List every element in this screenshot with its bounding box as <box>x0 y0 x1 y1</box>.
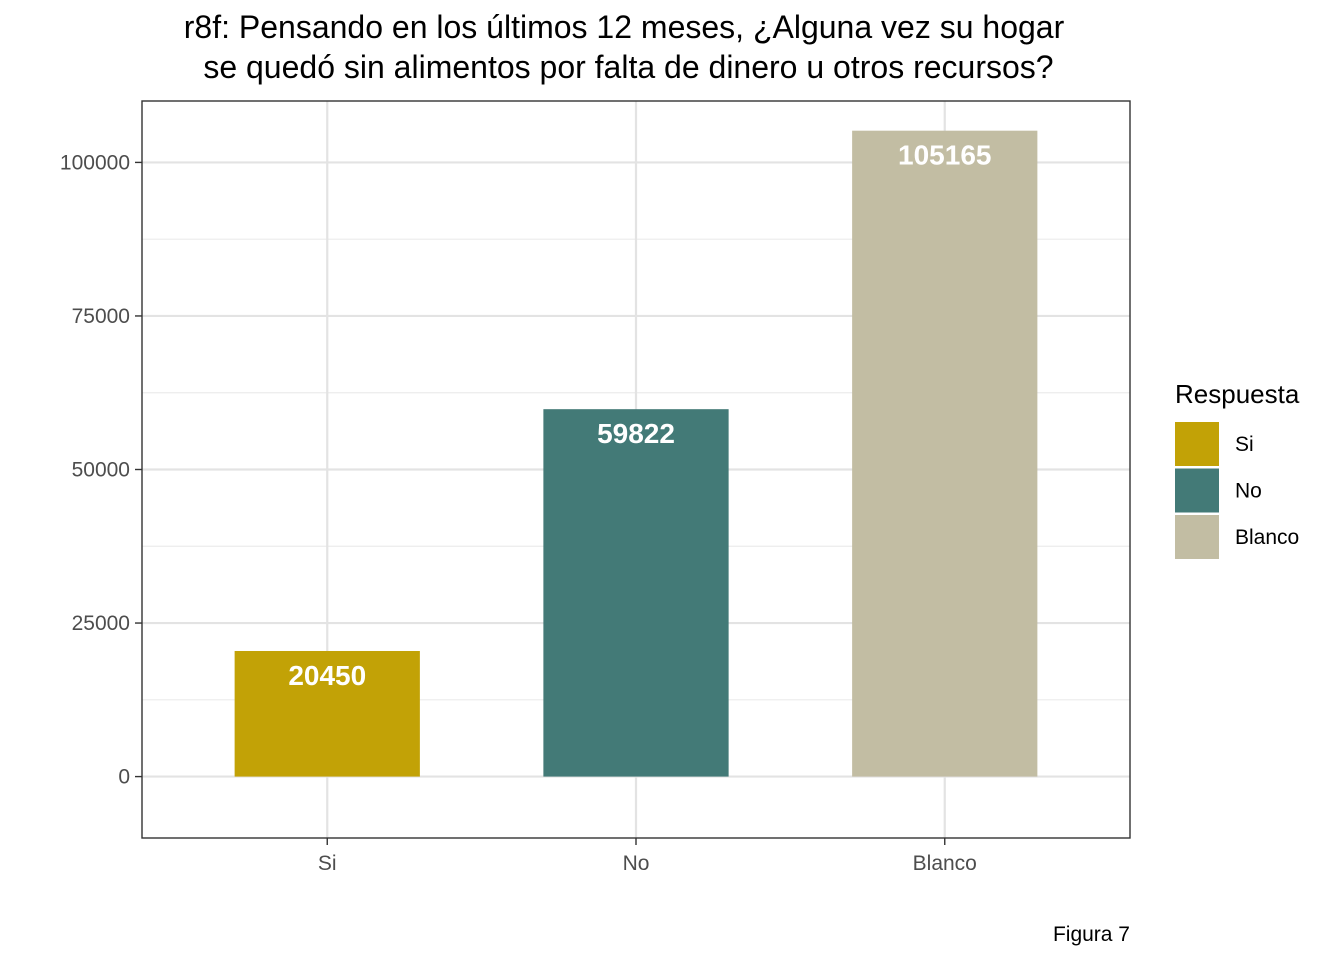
y-tick-label: 100000 <box>60 151 130 174</box>
x-tick-label: Si <box>318 852 337 875</box>
legend-items: Si No Blanco <box>1175 422 1299 559</box>
chart-title-line-1: r8f: Pensando en los últimos 12 meses, ¿… <box>184 9 1065 45</box>
y-tick-label: 75000 <box>72 305 130 328</box>
legend-key-si <box>1175 422 1219 466</box>
bar-value-label: 20450 <box>288 660 366 691</box>
plot-panel: 20450 59822 105165 <box>141 100 1131 839</box>
legend-label: Blanco <box>1235 526 1299 549</box>
y-tick-label: 50000 <box>72 459 130 482</box>
legend: Respuesta Si No Blanco <box>1175 379 1300 559</box>
figure-caption: Figura 7 <box>1053 923 1130 946</box>
bar-value-labels: 20450 59822 105165 <box>288 140 991 691</box>
chart-title-line-2: se quedó sin alimentos por falta de dine… <box>194 49 1053 85</box>
y-tick-label: 0 <box>118 766 130 789</box>
x-tick-label: No <box>623 852 650 875</box>
legend-label: No <box>1235 480 1262 503</box>
legend-label: Si <box>1235 433 1254 456</box>
bar-blanco <box>852 130 1038 777</box>
legend-key-blanco <box>1175 515 1219 559</box>
bars <box>234 130 1038 777</box>
x-axis: Si No Blanco <box>318 838 977 875</box>
bar-value-label: 59822 <box>597 418 675 449</box>
x-tick-label: Blanco <box>913 852 977 875</box>
bar-si <box>234 650 420 777</box>
bar-no <box>543 409 729 777</box>
legend-title: Respuesta <box>1175 379 1300 409</box>
bar-value-label: 105165 <box>898 140 991 171</box>
y-axis: 0 25000 50000 75000 100000 <box>60 151 142 789</box>
y-tick-label: 25000 <box>72 612 130 635</box>
legend-key-no <box>1175 468 1219 513</box>
